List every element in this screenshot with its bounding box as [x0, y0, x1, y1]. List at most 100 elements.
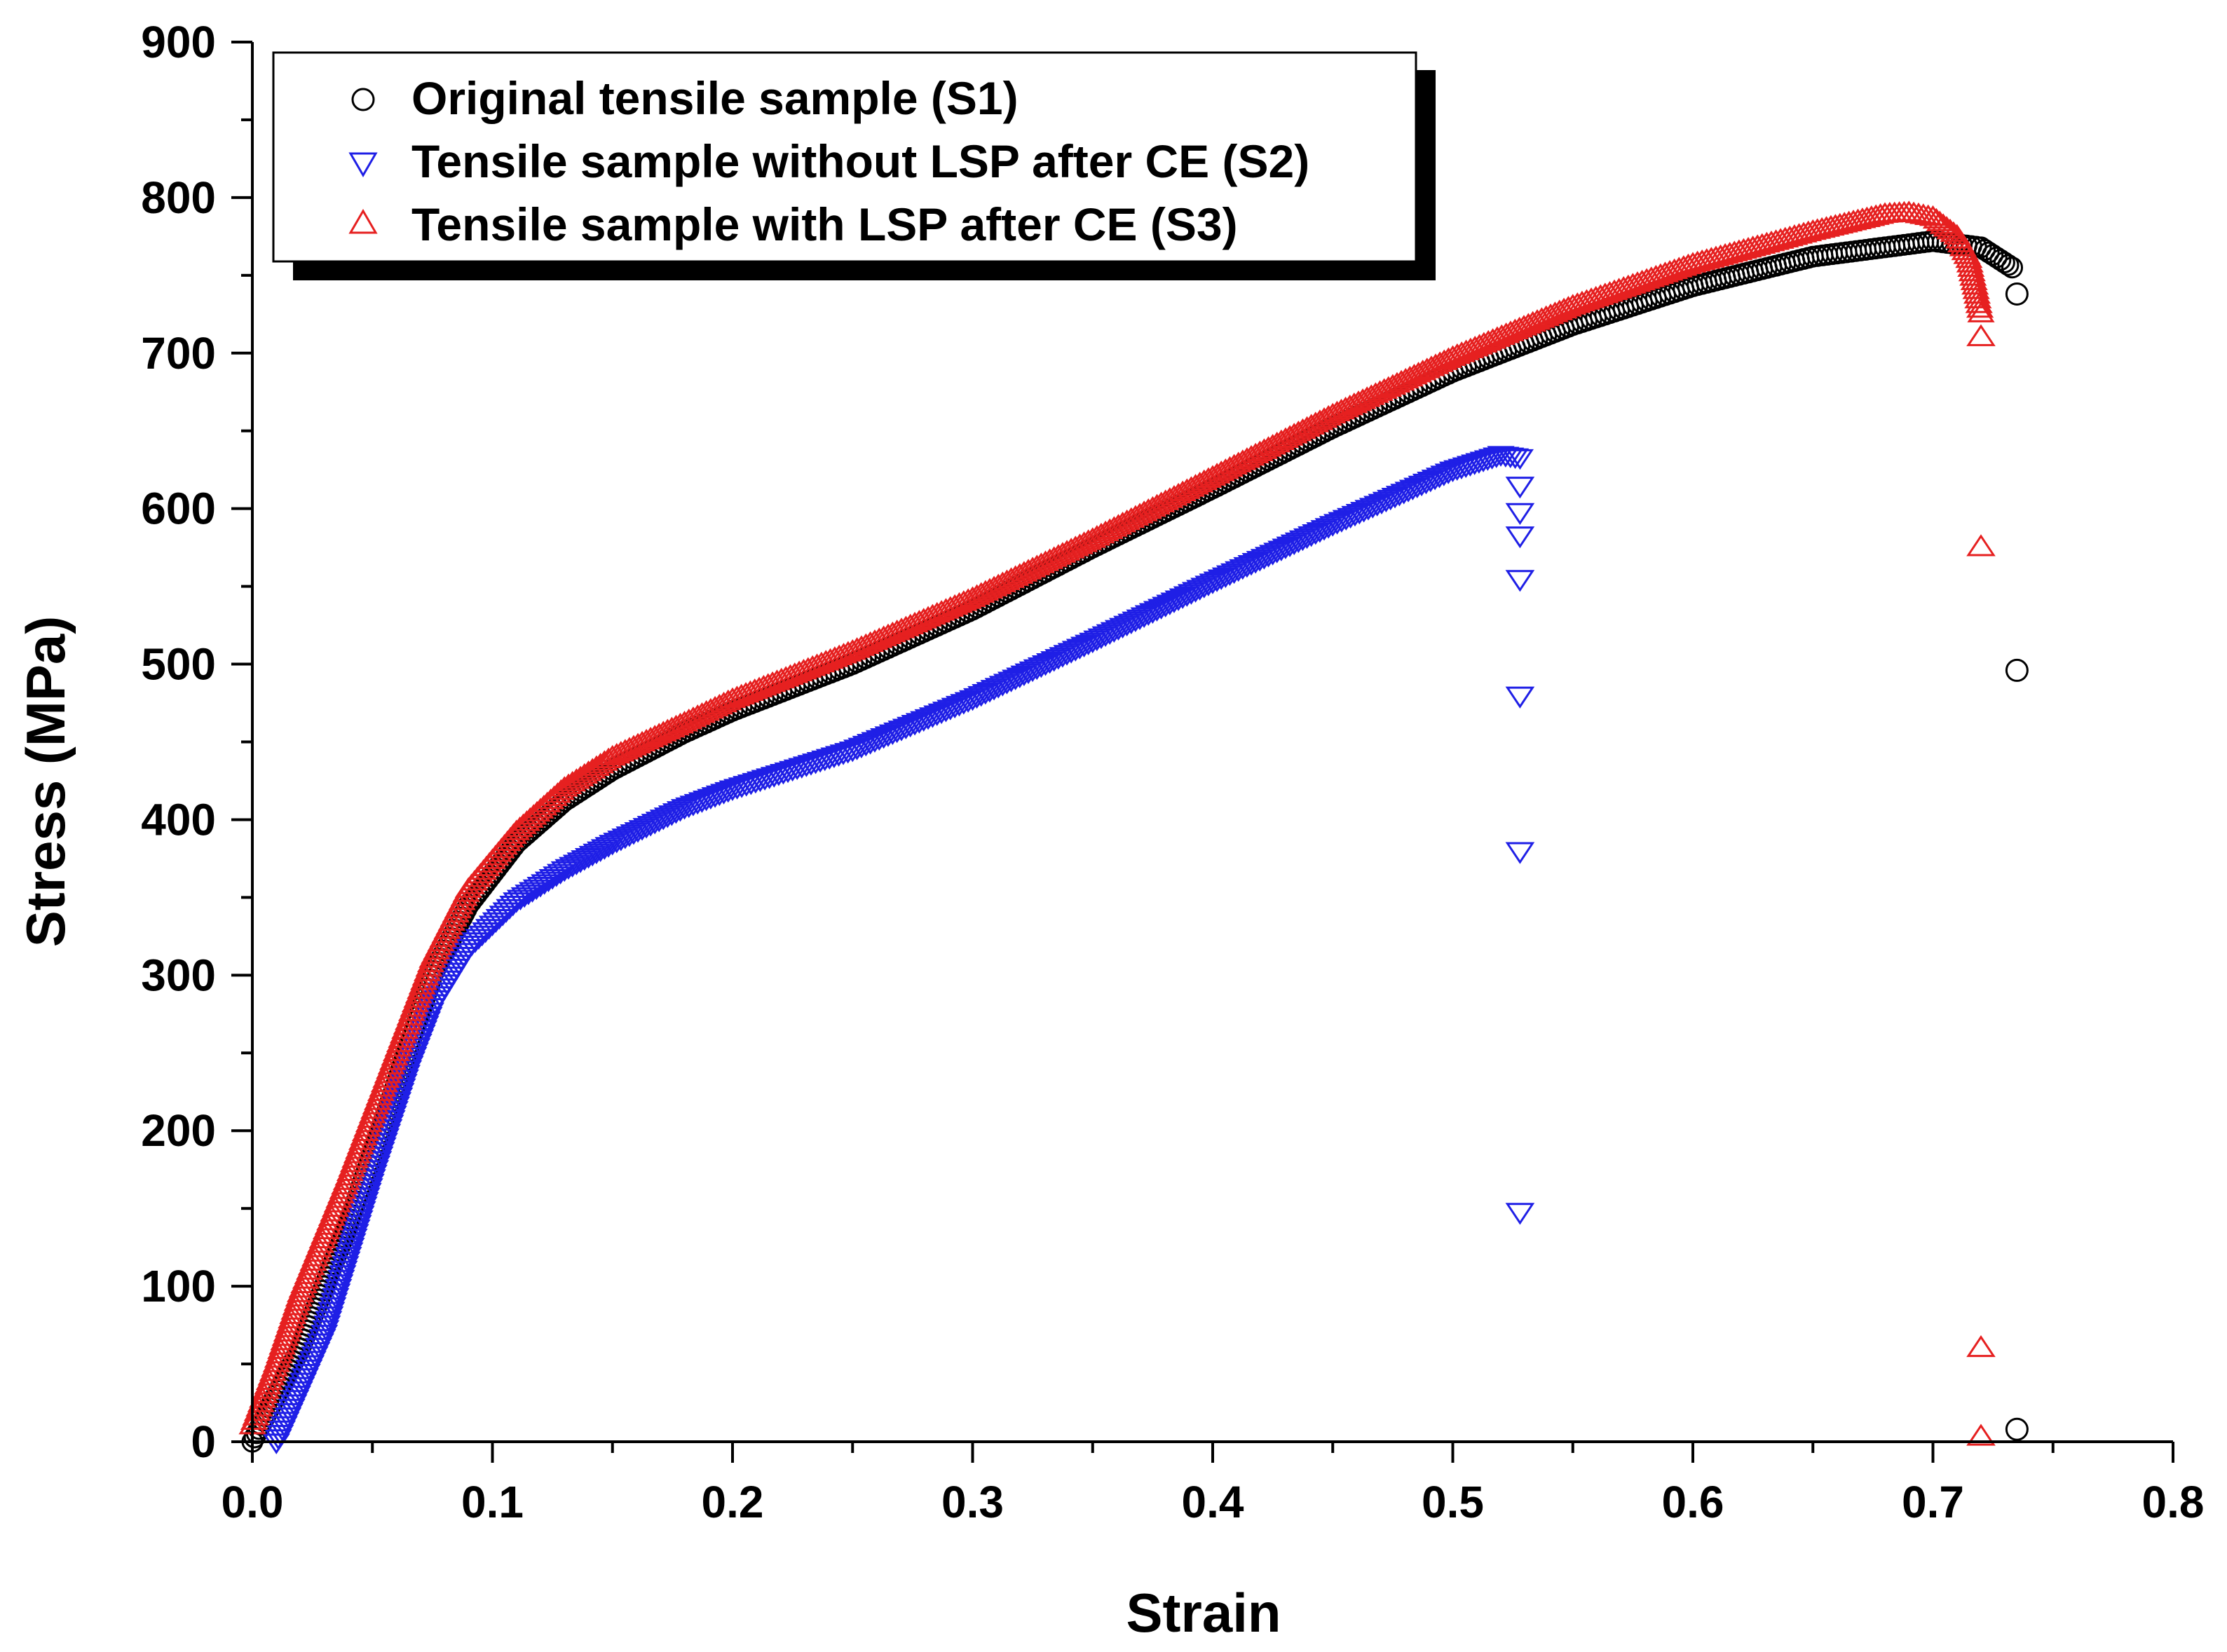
fracture-point	[1966, 534, 1996, 557]
data-point	[1922, 207, 1950, 229]
data-point	[1554, 296, 1583, 317]
x-tick-label: 0.4	[1182, 1477, 1244, 1527]
plot-area	[238, 200, 2029, 1454]
data-point	[2001, 257, 2024, 279]
data-point	[546, 796, 568, 818]
legend-label-s3: Tensile sample with LSP after CE (S3)	[411, 198, 1238, 250]
series-s2	[262, 446, 1535, 1454]
data-point	[393, 1065, 421, 1086]
legend-marker-s2	[348, 152, 378, 177]
data-point	[346, 1210, 374, 1231]
data-point	[333, 1251, 361, 1273]
x-axis-title: Strain	[1126, 1582, 1281, 1644]
legend: Original tensile sample (S1) Tensile sam…	[272, 51, 1436, 280]
data-point	[316, 1306, 344, 1327]
data-point	[1929, 213, 1957, 234]
fracture-point	[1505, 686, 1535, 709]
data-point	[334, 1247, 362, 1268]
data-point	[1550, 297, 1578, 319]
fracture-point	[1966, 1334, 1996, 1358]
data-point	[1919, 205, 1947, 226]
data-point	[354, 1182, 382, 1204]
data-point	[343, 1220, 371, 1241]
data-point	[574, 760, 603, 781]
data-point	[562, 768, 590, 789]
data-point	[339, 1233, 367, 1254]
fracture-point	[1505, 503, 1535, 526]
data-point	[1546, 299, 1574, 320]
data-point	[372, 1128, 400, 1149]
data-point	[1933, 216, 1961, 237]
data-point	[366, 1146, 394, 1168]
data-point	[1997, 254, 2020, 276]
fracture-point	[2005, 282, 2029, 306]
data-point	[367, 1142, 395, 1163]
data-point	[355, 1178, 383, 1199]
fracture-point	[1966, 1424, 1996, 1446]
legend-marker-s3	[348, 209, 378, 234]
y-tick-label: 600	[141, 484, 216, 534]
data-point	[363, 1155, 391, 1177]
fracture-point	[2005, 658, 2029, 682]
data-point	[365, 1151, 393, 1172]
data-point	[1506, 449, 1534, 470]
data-point	[370, 1133, 398, 1154]
data-point	[320, 1292, 348, 1313]
data-point	[326, 1274, 354, 1295]
x-tick-label: 0.6	[1662, 1477, 1724, 1527]
legend-box	[272, 51, 1417, 263]
fracture-point	[1505, 477, 1535, 499]
x-tick-label: 0.5	[1422, 1477, 1484, 1527]
x-tick-label: 0.8	[2142, 1477, 2205, 1527]
data-point	[340, 1229, 368, 1250]
data-point	[337, 1238, 365, 1259]
legend-label-s1: Original tensile sample (S1)	[411, 72, 1019, 124]
data-point	[1966, 296, 1994, 318]
data-point	[341, 1224, 369, 1245]
data-point	[344, 1215, 372, 1236]
data-point	[566, 765, 594, 786]
y-tick-label: 900	[141, 17, 216, 67]
fracture-point	[1505, 570, 1535, 592]
data-point	[375, 1119, 403, 1140]
y-tick-label: 200	[141, 1105, 216, 1156]
data-point	[329, 1265, 357, 1286]
data-point	[313, 1316, 341, 1337]
data-point	[319, 1297, 347, 1318]
data-point	[361, 1160, 390, 1181]
data-point	[323, 1283, 351, 1304]
data-point	[318, 1302, 346, 1323]
data-point	[559, 770, 587, 792]
y-tick-label: 500	[141, 639, 216, 690]
x-tick-label: 0.1	[461, 1477, 524, 1527]
x-tick-label: 0.0	[222, 1477, 284, 1527]
y-tick-label: 300	[141, 950, 216, 1000]
series-s3	[238, 200, 1996, 1446]
y-axis-title: Stress (MPa)	[15, 616, 76, 948]
data-point	[381, 1101, 409, 1122]
data-point	[322, 1288, 350, 1309]
data-point	[550, 776, 578, 797]
data-point	[554, 773, 583, 794]
data-point	[357, 1173, 385, 1195]
data-point	[358, 1169, 386, 1190]
data-point	[571, 763, 599, 784]
axes: 0.0 0.1 0.2 0.3 0.4 0.5 0.6 0.7 0.8 0 100 200 300 400…	[141, 17, 2204, 1527]
data-point	[315, 1311, 343, 1332]
data-point	[353, 1187, 381, 1208]
data-point	[350, 1196, 378, 1217]
y-tick-label: 700	[141, 328, 216, 378]
data-point	[1965, 292, 1993, 313]
data-point	[327, 1269, 355, 1291]
y-tick-label: 400	[141, 794, 216, 845]
y-tick-label: 100	[141, 1261, 216, 1311]
data-point	[390, 1074, 418, 1095]
data-point	[351, 1192, 379, 1213]
data-point	[578, 758, 606, 779]
data-point	[1936, 218, 1964, 240]
data-point	[378, 1110, 406, 1131]
data-point	[388, 1078, 416, 1100]
data-point	[387, 1083, 415, 1104]
data-point	[374, 1124, 402, 1145]
